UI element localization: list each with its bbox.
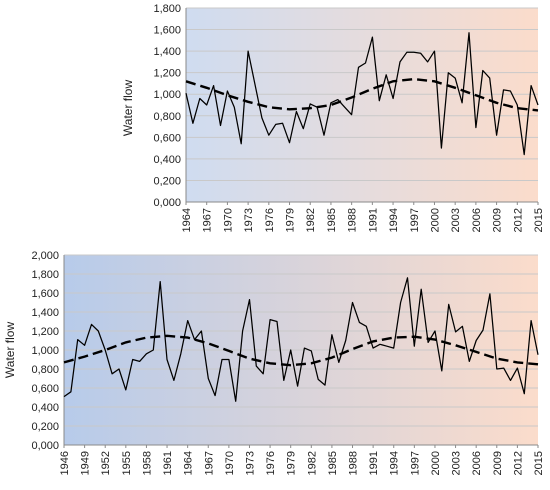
top-x-tick-label: 2000 xyxy=(429,208,441,232)
bottom-y-tick-label: 1,800 xyxy=(31,269,59,281)
top-y-tick-label: 0,000 xyxy=(153,197,181,209)
top-y-tick-label: 0,600 xyxy=(153,132,181,144)
top-x-tick-label: 1991 xyxy=(367,208,379,232)
bottom-x-tick-label: 1967 xyxy=(203,451,215,475)
top-plot-background xyxy=(186,8,538,202)
bottom-x-tick-label: 1946 xyxy=(59,451,71,475)
bottom-y-ticks: 0,000 0,200 0,400 0,600 0,800 1,000 1,200 1,400… xyxy=(31,250,59,452)
bottom-x-tick-label: 1955 xyxy=(121,451,133,475)
top-series xyxy=(185,32,539,156)
bottom-gridlines xyxy=(63,254,538,446)
bottom-x-tick-label: 1961 xyxy=(162,451,174,475)
top-x-tick-label: 1982 xyxy=(305,208,317,232)
bottom-y-tick-label: 0,000 xyxy=(31,440,59,452)
top-x-tick-label: 2006 xyxy=(471,208,483,232)
top-x-tick-label: 1997 xyxy=(409,208,421,232)
bottom-x-tick-label: 1958 xyxy=(141,451,153,475)
bottom-x-tick-label: 1964 xyxy=(183,451,195,475)
top-water-flow-line xyxy=(185,32,539,156)
top-x-tick-label: 1964 xyxy=(181,208,193,232)
top-x-ticks: 1964 1967 1970 1973 1976 1979 1982 1985 1988 1991… xyxy=(181,202,545,232)
bottom-x-tick-label: 1991 xyxy=(368,451,380,475)
top-x-tick-label: 1985 xyxy=(326,208,338,232)
bottom-y-tick-label: 1,600 xyxy=(31,288,59,300)
bottom-water-flow-line xyxy=(63,277,539,402)
bottom-x-tick-label: 2003 xyxy=(451,451,463,475)
top-x-tick-label: 1973 xyxy=(243,208,255,232)
top-y-tick-label: 1,800 xyxy=(153,3,181,15)
bottom-chart: 0,000 0,200 0,400 0,600 0,800 1,000 1,200 1,400… xyxy=(3,250,545,475)
bottom-x-tick-label: 1982 xyxy=(306,451,318,475)
bottom-y-tick-label: 2,000 xyxy=(31,250,59,262)
top-x-tick-label: 1988 xyxy=(347,208,359,232)
bottom-x-tick-label: 2015 xyxy=(533,451,545,475)
bottom-x-tick-label: 1949 xyxy=(80,451,92,475)
bottom-y-tick-label: 1,400 xyxy=(31,307,59,319)
bottom-y-tick-label: 0,800 xyxy=(31,364,59,376)
top-x-tick-label: 1970 xyxy=(222,208,234,232)
bottom-x-tick-label: 1952 xyxy=(100,451,112,475)
bottom-x-tick-label: 1985 xyxy=(327,451,339,475)
bottom-x-tick-label: 2012 xyxy=(512,451,524,475)
top-y-axis-label: Water flow xyxy=(121,80,135,137)
top-y-tick-label: 0,800 xyxy=(153,111,181,123)
top-trend-line xyxy=(185,77,539,112)
top-y-tick-label: 1,600 xyxy=(153,25,181,37)
bottom-x-tick-label: 1988 xyxy=(348,451,360,475)
bottom-y-tick-label: 0,200 xyxy=(31,421,59,433)
top-x-tick-label: 1994 xyxy=(388,208,400,232)
top-x-tick-label: 2012 xyxy=(512,208,524,232)
top-y-tick-label: 1,200 xyxy=(153,68,181,80)
top-x-tick-label: 1979 xyxy=(285,208,297,232)
bottom-x-tick-label: 2009 xyxy=(492,451,504,475)
bottom-x-tick-label: 1970 xyxy=(224,451,236,475)
top-chart: 0,000 0,200 0,400 0,600 0,800 1,000 1,200 1,400… xyxy=(121,3,545,232)
bottom-x-tick-label: 1976 xyxy=(265,451,277,475)
top-y-tick-label: 0,400 xyxy=(153,154,181,166)
top-y-ticks: 0,000 0,200 0,400 0,600 0,800 1,000 1,200 1,400… xyxy=(153,3,181,209)
top-x-tick-label: 1967 xyxy=(202,208,214,232)
top-y-tick-label: 1,400 xyxy=(153,46,181,58)
top-y-tick-label: 0,200 xyxy=(153,175,181,187)
bottom-y-tick-label: 0,600 xyxy=(31,383,59,395)
bottom-x-tick-label: 2000 xyxy=(430,451,442,475)
bottom-x-tick-label: 1973 xyxy=(244,451,256,475)
bottom-y-tick-label: 1,000 xyxy=(31,345,59,357)
top-x-tick-label: 2015 xyxy=(533,208,545,232)
bottom-y-tick-label: 0,400 xyxy=(31,402,59,414)
top-x-tick-label: 1976 xyxy=(264,208,276,232)
bottom-y-axis-label: Water flow xyxy=(3,322,17,379)
top-y-tick-label: 1,000 xyxy=(153,89,181,101)
top-x-tick-label: 2003 xyxy=(450,208,462,232)
bottom-y-tick-label: 1,200 xyxy=(31,326,59,338)
bottom-x-tick-label: 1994 xyxy=(389,451,401,475)
bottom-x-tick-label: 2006 xyxy=(471,451,483,475)
bottom-x-tick-label: 1997 xyxy=(409,451,421,475)
bottom-x-tick-label: 1979 xyxy=(286,451,298,475)
bottom-x-ticks: 1946 1949 1952 1955 1958 1961 1964 1967 1970 1973… xyxy=(59,445,545,475)
bottom-series xyxy=(63,277,539,402)
top-x-tick-label: 2009 xyxy=(492,208,504,232)
bottom-trend-line xyxy=(63,334,539,367)
